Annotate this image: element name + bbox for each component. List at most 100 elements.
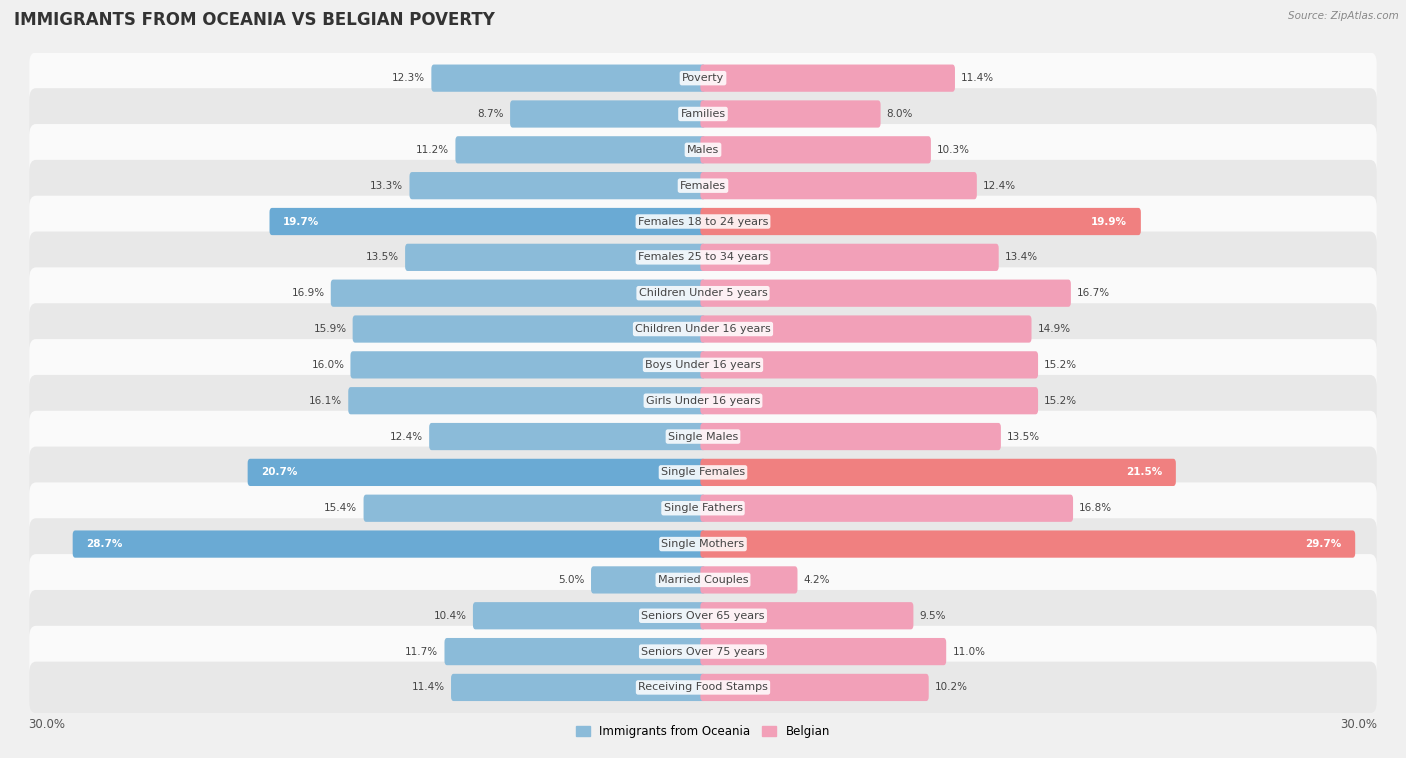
Text: 16.0%: 16.0% (311, 360, 344, 370)
FancyBboxPatch shape (700, 674, 929, 701)
Text: 16.9%: 16.9% (291, 288, 325, 298)
Text: Children Under 16 years: Children Under 16 years (636, 324, 770, 334)
FancyBboxPatch shape (270, 208, 706, 235)
FancyBboxPatch shape (30, 375, 1376, 427)
FancyBboxPatch shape (350, 351, 706, 378)
FancyBboxPatch shape (700, 280, 1071, 307)
FancyBboxPatch shape (30, 268, 1376, 319)
Text: Seniors Over 75 years: Seniors Over 75 years (641, 647, 765, 656)
FancyBboxPatch shape (30, 482, 1376, 534)
Text: Source: ZipAtlas.com: Source: ZipAtlas.com (1288, 11, 1399, 21)
FancyBboxPatch shape (409, 172, 706, 199)
FancyBboxPatch shape (30, 124, 1376, 176)
Text: 19.9%: 19.9% (1091, 217, 1128, 227)
FancyBboxPatch shape (700, 208, 1140, 235)
FancyBboxPatch shape (30, 590, 1376, 641)
FancyBboxPatch shape (432, 64, 706, 92)
FancyBboxPatch shape (353, 315, 706, 343)
Text: Poverty: Poverty (682, 74, 724, 83)
FancyBboxPatch shape (30, 339, 1376, 390)
Text: 5.0%: 5.0% (558, 575, 585, 585)
FancyBboxPatch shape (591, 566, 706, 594)
Text: 28.7%: 28.7% (86, 539, 122, 549)
FancyBboxPatch shape (700, 566, 797, 594)
Text: 29.7%: 29.7% (1305, 539, 1341, 549)
FancyBboxPatch shape (700, 100, 880, 127)
FancyBboxPatch shape (349, 387, 706, 415)
FancyBboxPatch shape (700, 172, 977, 199)
Text: 21.5%: 21.5% (1126, 468, 1163, 478)
Text: 13.4%: 13.4% (1005, 252, 1038, 262)
Text: Receiving Food Stamps: Receiving Food Stamps (638, 682, 768, 692)
Text: 16.1%: 16.1% (309, 396, 342, 406)
FancyBboxPatch shape (700, 602, 914, 629)
FancyBboxPatch shape (30, 160, 1376, 211)
Text: 13.5%: 13.5% (366, 252, 399, 262)
Text: 14.9%: 14.9% (1038, 324, 1071, 334)
Text: 11.0%: 11.0% (952, 647, 986, 656)
Text: 11.4%: 11.4% (412, 682, 444, 692)
Text: 8.7%: 8.7% (478, 109, 503, 119)
Text: Single Mothers: Single Mothers (661, 539, 745, 549)
FancyBboxPatch shape (30, 662, 1376, 713)
FancyBboxPatch shape (30, 88, 1376, 139)
Legend: Immigrants from Oceania, Belgian: Immigrants from Oceania, Belgian (571, 720, 835, 743)
Text: 15.2%: 15.2% (1045, 360, 1077, 370)
Text: 15.4%: 15.4% (325, 503, 357, 513)
FancyBboxPatch shape (456, 136, 706, 164)
Text: Families: Families (681, 109, 725, 119)
Text: Single Females: Single Females (661, 468, 745, 478)
FancyBboxPatch shape (364, 495, 706, 522)
Text: 12.4%: 12.4% (983, 180, 1017, 191)
Text: 20.7%: 20.7% (262, 468, 298, 478)
FancyBboxPatch shape (700, 315, 1032, 343)
FancyBboxPatch shape (30, 303, 1376, 355)
Text: 11.2%: 11.2% (416, 145, 450, 155)
Text: Girls Under 16 years: Girls Under 16 years (645, 396, 761, 406)
FancyBboxPatch shape (700, 423, 1001, 450)
Text: 16.7%: 16.7% (1077, 288, 1111, 298)
FancyBboxPatch shape (700, 459, 1175, 486)
Text: 15.2%: 15.2% (1045, 396, 1077, 406)
FancyBboxPatch shape (700, 638, 946, 666)
FancyBboxPatch shape (30, 52, 1376, 104)
Text: 11.4%: 11.4% (962, 74, 994, 83)
Text: 13.3%: 13.3% (370, 180, 404, 191)
Text: 15.9%: 15.9% (314, 324, 346, 334)
FancyBboxPatch shape (510, 100, 706, 127)
FancyBboxPatch shape (405, 244, 706, 271)
Text: 19.7%: 19.7% (283, 217, 319, 227)
FancyBboxPatch shape (700, 136, 931, 164)
FancyBboxPatch shape (451, 674, 706, 701)
FancyBboxPatch shape (700, 495, 1073, 522)
FancyBboxPatch shape (700, 351, 1038, 378)
Text: Females: Females (681, 180, 725, 191)
Text: Females 25 to 34 years: Females 25 to 34 years (638, 252, 768, 262)
Text: 16.8%: 16.8% (1080, 503, 1112, 513)
Text: Children Under 5 years: Children Under 5 years (638, 288, 768, 298)
Text: Seniors Over 65 years: Seniors Over 65 years (641, 611, 765, 621)
Text: 10.3%: 10.3% (936, 145, 970, 155)
FancyBboxPatch shape (700, 531, 1355, 558)
FancyBboxPatch shape (30, 554, 1376, 606)
FancyBboxPatch shape (30, 518, 1376, 570)
FancyBboxPatch shape (30, 231, 1376, 283)
FancyBboxPatch shape (30, 446, 1376, 498)
FancyBboxPatch shape (444, 638, 706, 666)
FancyBboxPatch shape (30, 196, 1376, 247)
Text: IMMIGRANTS FROM OCEANIA VS BELGIAN POVERTY: IMMIGRANTS FROM OCEANIA VS BELGIAN POVER… (14, 11, 495, 30)
FancyBboxPatch shape (700, 64, 955, 92)
Text: 4.2%: 4.2% (804, 575, 830, 585)
Text: Single Fathers: Single Fathers (664, 503, 742, 513)
Text: Married Couples: Married Couples (658, 575, 748, 585)
Text: 12.3%: 12.3% (392, 74, 425, 83)
FancyBboxPatch shape (429, 423, 706, 450)
FancyBboxPatch shape (30, 626, 1376, 678)
Text: 11.7%: 11.7% (405, 647, 439, 656)
Text: Boys Under 16 years: Boys Under 16 years (645, 360, 761, 370)
Text: 10.2%: 10.2% (935, 682, 967, 692)
FancyBboxPatch shape (700, 244, 998, 271)
Text: Males: Males (688, 145, 718, 155)
FancyBboxPatch shape (330, 280, 706, 307)
FancyBboxPatch shape (472, 602, 706, 629)
